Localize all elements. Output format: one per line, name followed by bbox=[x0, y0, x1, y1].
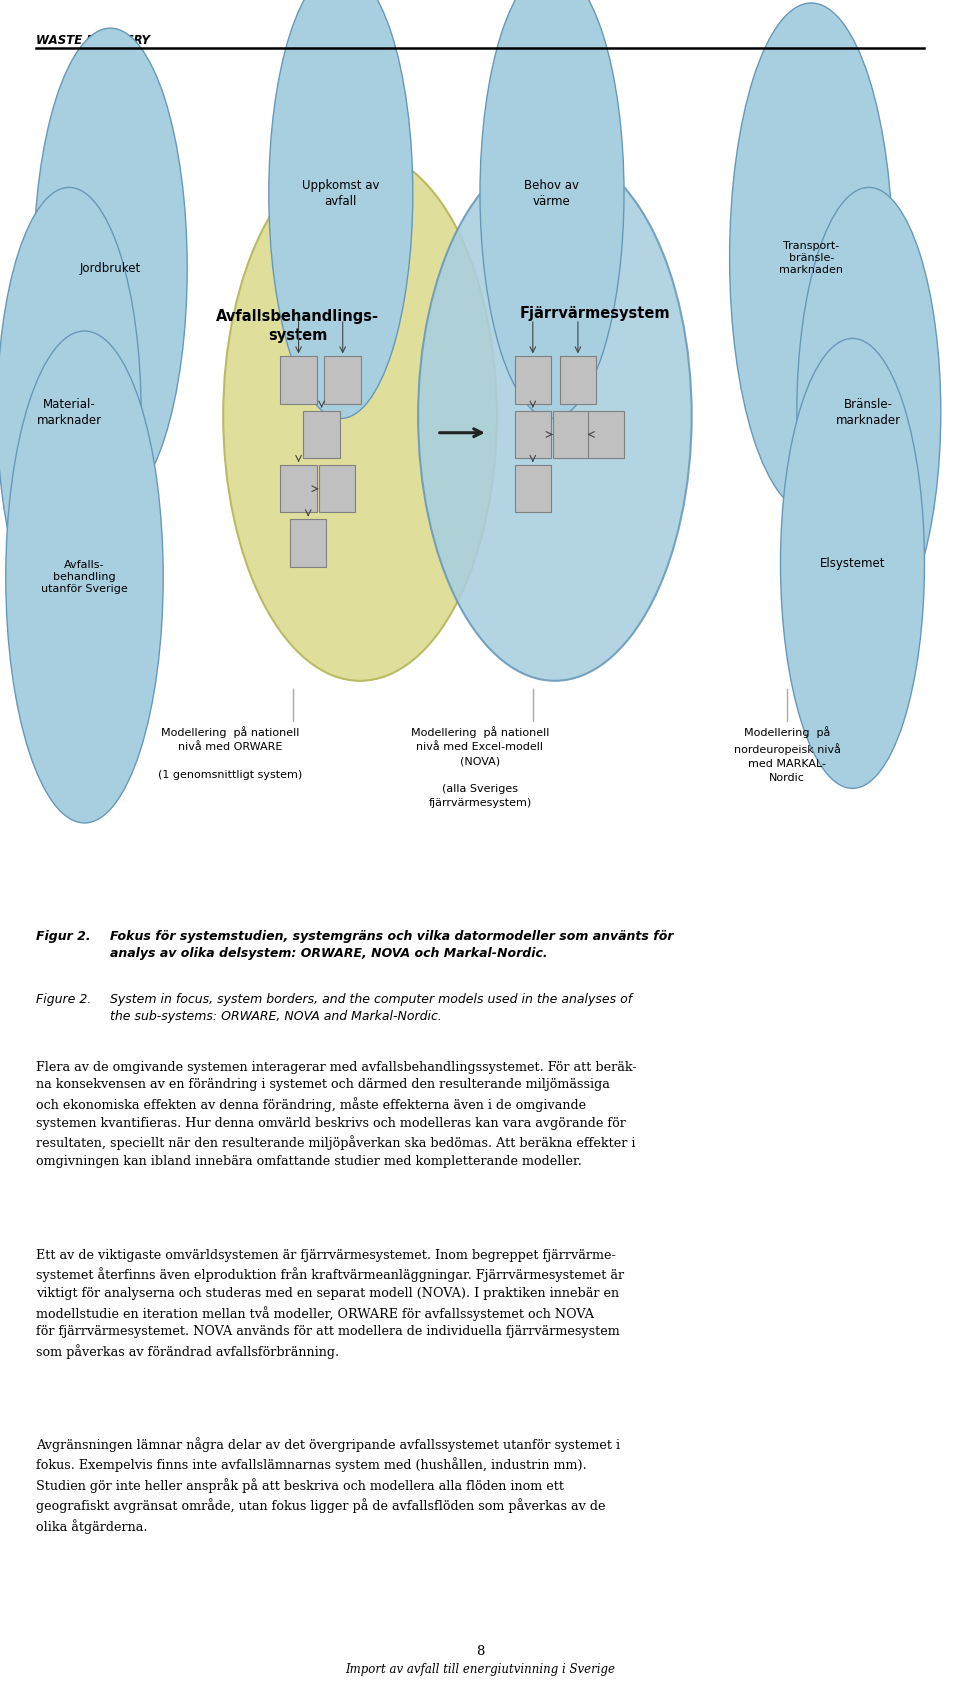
Text: Avfallsbehandlings-
system: Avfallsbehandlings- system bbox=[216, 309, 379, 343]
Bar bbox=[319, 465, 355, 512]
Ellipse shape bbox=[797, 187, 941, 638]
Ellipse shape bbox=[480, 0, 624, 419]
Text: Modellering  på nationell
nivå med ORWARE

(1 genomsnittligt system): Modellering på nationell nivå med ORWARE… bbox=[158, 726, 302, 781]
Text: Transport-
bränsle-
marknaden: Transport- bränsle- marknaden bbox=[780, 241, 843, 275]
Text: Avfalls-
behandling
utanför Sverige: Avfalls- behandling utanför Sverige bbox=[41, 560, 128, 594]
Text: Flera av de omgivande systemen interagerar med avfallsbehandlingssystemet. För a: Flera av de omgivande systemen interager… bbox=[36, 1061, 637, 1168]
Text: WASTE REFINERY: WASTE REFINERY bbox=[36, 34, 151, 48]
Ellipse shape bbox=[269, 0, 413, 419]
Bar bbox=[303, 411, 340, 458]
Bar bbox=[290, 519, 326, 567]
Text: Uppkomst av
avfall: Uppkomst av avfall bbox=[302, 180, 379, 207]
Ellipse shape bbox=[223, 151, 497, 680]
Ellipse shape bbox=[34, 29, 187, 507]
Text: Material-
marknader: Material- marknader bbox=[36, 399, 102, 426]
Text: Bränsle-
marknader: Bränsle- marknader bbox=[836, 399, 901, 426]
Ellipse shape bbox=[0, 187, 141, 638]
Text: Avgränsningen lämnar några delar av det övergripande avfallssystemet utanför sys: Avgränsningen lämnar några delar av det … bbox=[36, 1437, 620, 1534]
Bar bbox=[280, 465, 317, 512]
Text: 8: 8 bbox=[476, 1644, 484, 1658]
Ellipse shape bbox=[6, 331, 163, 823]
Bar bbox=[515, 411, 551, 458]
Text: Jordbruket: Jordbruket bbox=[80, 261, 141, 275]
Text: Modellering  på nationell
nivå med Excel-modell
(NOVA)

(alla Sveriges
fjärrvärm: Modellering på nationell nivå med Excel-… bbox=[411, 726, 549, 808]
Text: Modellering  på
nordeuropeisk nivå
med MARKAL-
Nordic: Modellering på nordeuropeisk nivå med MA… bbox=[733, 726, 841, 782]
Bar bbox=[515, 356, 551, 404]
Text: Fokus för systemstudien, systemgräns och vilka datormodeller som använts för
ana: Fokus för systemstudien, systemgräns och… bbox=[110, 930, 674, 961]
Bar bbox=[515, 465, 551, 512]
Text: Import av avfall till energiutvinning i Sverige: Import av avfall till energiutvinning i … bbox=[345, 1663, 615, 1677]
Bar bbox=[560, 356, 596, 404]
Text: System in focus, system borders, and the computer models used in the analyses of: System in focus, system borders, and the… bbox=[110, 993, 633, 1023]
Ellipse shape bbox=[419, 151, 691, 680]
Text: Figure 2.: Figure 2. bbox=[36, 993, 92, 1006]
Text: Elsystemet: Elsystemet bbox=[820, 557, 885, 570]
Ellipse shape bbox=[730, 3, 893, 512]
Bar bbox=[280, 356, 317, 404]
Text: Ett av de viktigaste omvärldsystemen är fjärrvärmesystemet. Inom begreppet fjärr: Ett av de viktigaste omvärldsystemen är … bbox=[36, 1249, 625, 1359]
Text: Fjärrvärmesystem: Fjärrvärmesystem bbox=[520, 307, 670, 321]
Text: Figur 2.: Figur 2. bbox=[36, 930, 91, 944]
Text: Behov av
värme: Behov av värme bbox=[524, 180, 580, 207]
Bar bbox=[588, 411, 624, 458]
Bar bbox=[553, 411, 589, 458]
Ellipse shape bbox=[780, 338, 924, 789]
Bar bbox=[324, 356, 361, 404]
